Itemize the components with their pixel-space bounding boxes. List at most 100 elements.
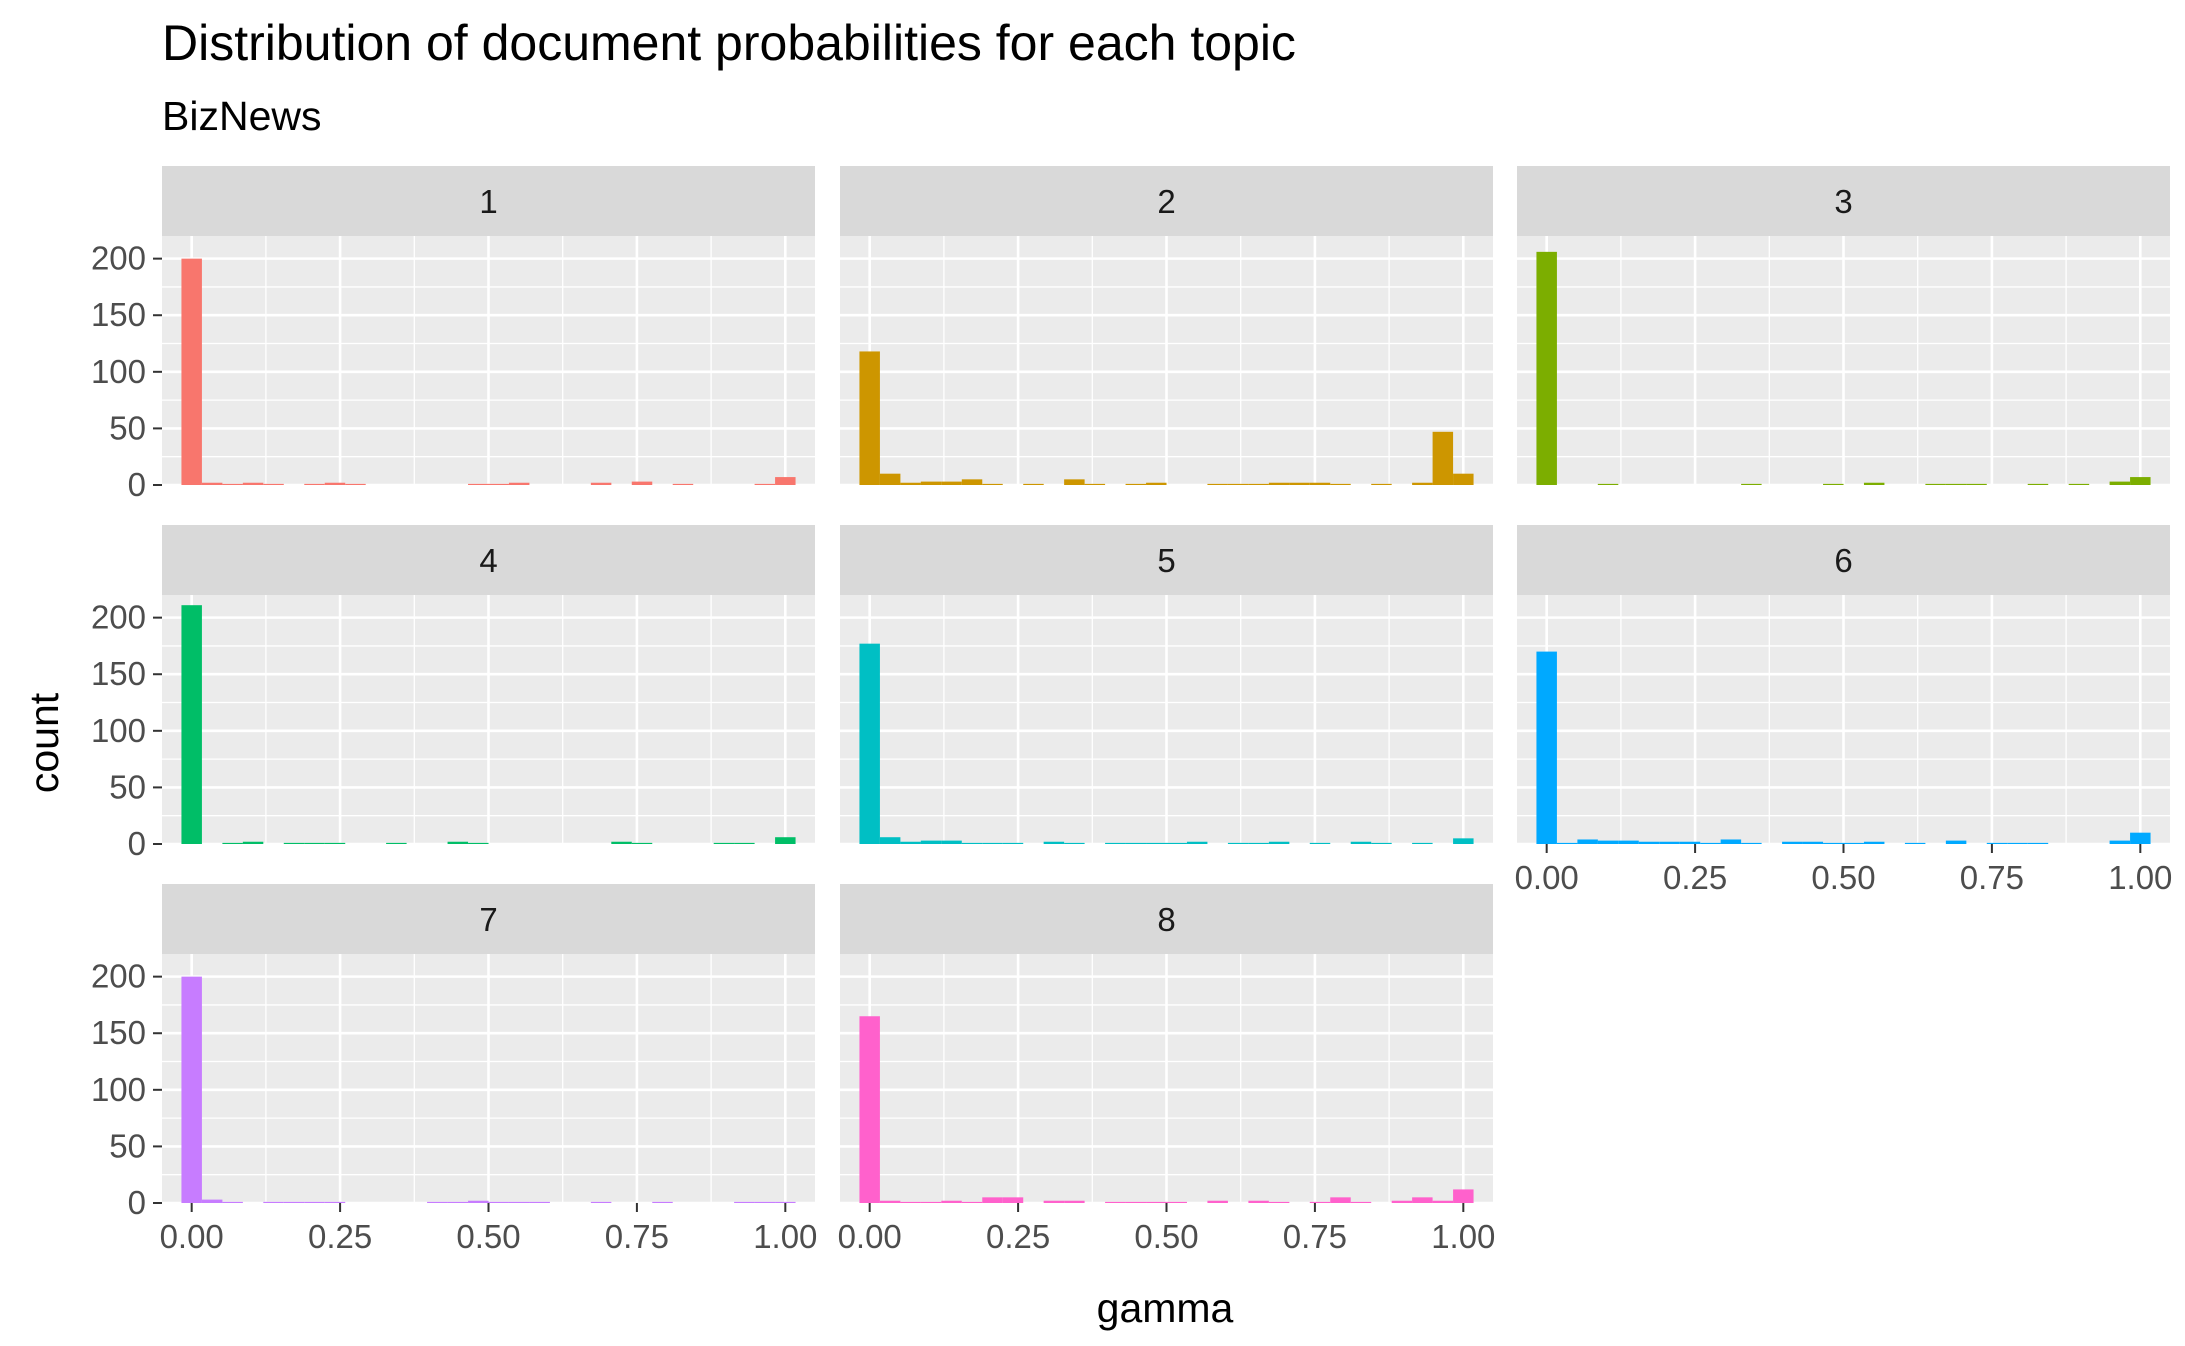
x-tick-label: 0.00 bbox=[1515, 859, 1579, 896]
histogram-bar bbox=[652, 1201, 673, 1203]
histogram-bar bbox=[2109, 840, 2131, 844]
histogram-bar bbox=[1002, 1197, 1024, 1203]
x-tick-label: 0.50 bbox=[1811, 859, 1875, 896]
chart-title: Distribution of document probabilities f… bbox=[162, 15, 1296, 71]
x-tick-label: 1.00 bbox=[2108, 859, 2172, 896]
histogram-bar bbox=[508, 482, 530, 485]
facet-strip-label: 8 bbox=[1157, 901, 1175, 938]
histogram-bar bbox=[1741, 483, 1762, 485]
histogram-bar bbox=[1289, 482, 1310, 485]
histogram-bar bbox=[713, 842, 735, 844]
histogram-bar bbox=[1412, 842, 1433, 844]
histogram-bar bbox=[1330, 1197, 1351, 1203]
histogram-bar bbox=[529, 1201, 550, 1203]
histogram-bar bbox=[508, 1201, 530, 1203]
histogram-bar bbox=[961, 479, 983, 485]
histogram-bar bbox=[1432, 431, 1454, 485]
histogram-bar bbox=[754, 1201, 776, 1203]
histogram-bar bbox=[859, 643, 880, 844]
histogram-bar bbox=[324, 842, 346, 844]
y-tick-label: 100 bbox=[91, 712, 146, 749]
histogram-bar bbox=[222, 842, 243, 844]
facet-strip-label: 7 bbox=[479, 901, 497, 938]
y-tick-label: 150 bbox=[91, 296, 146, 333]
histogram-bar bbox=[1064, 479, 1085, 485]
histogram-bar bbox=[1679, 841, 1701, 844]
histogram-bar bbox=[920, 840, 942, 844]
facet-strip bbox=[162, 166, 815, 236]
histogram-bar bbox=[1350, 841, 1372, 844]
histogram-bar bbox=[900, 1201, 921, 1203]
histogram-bar bbox=[304, 483, 325, 485]
histogram-bar bbox=[1863, 482, 1885, 485]
x-tick-label: 0.25 bbox=[1663, 859, 1727, 896]
y-tick-label: 0 bbox=[128, 825, 146, 862]
histogram-bar bbox=[304, 1201, 325, 1203]
histogram-bar bbox=[1802, 841, 1824, 844]
y-tick-label: 50 bbox=[109, 1127, 146, 1164]
histogram-bar bbox=[1904, 842, 1926, 844]
histogram-bar bbox=[283, 1201, 305, 1203]
histogram-bar bbox=[1391, 1200, 1413, 1203]
histogram-bar bbox=[1720, 839, 1742, 844]
histogram-bar bbox=[1659, 841, 1680, 844]
facet-strip bbox=[1517, 525, 2170, 595]
histogram-bar bbox=[1556, 842, 1578, 844]
facet-panel-4: 4 0 50 100 150 200 bbox=[91, 525, 815, 862]
histogram-bar bbox=[879, 837, 901, 844]
histogram-bar bbox=[1309, 1201, 1331, 1203]
histogram-bar bbox=[1125, 483, 1147, 485]
histogram-bar bbox=[920, 481, 942, 485]
y-tick-label: 200 bbox=[91, 958, 146, 995]
histogram-bar bbox=[468, 483, 489, 485]
y-tick-label: 150 bbox=[91, 1014, 146, 1051]
facet-strip-label: 4 bbox=[479, 542, 497, 579]
histogram-bar bbox=[1207, 1200, 1228, 1203]
histogram-bar bbox=[345, 483, 366, 485]
histogram-bar bbox=[1248, 842, 1269, 844]
x-tick-label: 0.50 bbox=[1134, 1218, 1198, 1255]
histogram-bar bbox=[1700, 842, 1721, 844]
histogram-bar bbox=[1309, 482, 1331, 485]
histogram-bar bbox=[1638, 841, 1660, 844]
histogram-bar bbox=[920, 1201, 942, 1203]
histogram-bar bbox=[941, 481, 962, 485]
histogram-bar bbox=[631, 842, 653, 844]
facet-panel-5: 5 bbox=[840, 525, 1493, 846]
histogram-bar bbox=[1166, 842, 1187, 844]
histogram-bar bbox=[961, 842, 983, 844]
histogram-bar bbox=[2068, 483, 2090, 485]
histogram-bar bbox=[1146, 482, 1167, 485]
histogram-bar bbox=[900, 841, 921, 844]
x-tick-label: 0.25 bbox=[986, 1218, 1050, 1255]
histogram-bar bbox=[324, 1201, 346, 1203]
histogram-bar bbox=[1105, 842, 1126, 844]
histogram-bar bbox=[1863, 841, 1885, 844]
facet-strip bbox=[162, 525, 815, 595]
histogram-bar bbox=[754, 483, 776, 485]
histogram-bar bbox=[468, 842, 489, 844]
histogram-bar bbox=[1371, 483, 1392, 485]
histogram-bar bbox=[1207, 483, 1228, 485]
histogram-bar bbox=[1268, 1201, 1290, 1203]
histogram-bar bbox=[941, 1200, 962, 1203]
histogram-bar bbox=[982, 1197, 1003, 1203]
histogram-bar bbox=[1350, 1201, 1372, 1203]
histogram-bar bbox=[1536, 251, 1557, 485]
histogram-bar bbox=[1925, 483, 1946, 485]
facet-strip-label: 5 bbox=[1157, 542, 1175, 579]
histogram-bar bbox=[1146, 842, 1167, 844]
y-tick-label: 0 bbox=[128, 1184, 146, 1221]
histogram-bar bbox=[1453, 838, 1474, 844]
histogram-bar bbox=[1023, 483, 1044, 485]
histogram-bar bbox=[1577, 839, 1598, 844]
histogram-bar bbox=[631, 481, 653, 485]
facet-strip-label: 2 bbox=[1157, 183, 1175, 220]
histogram-bar bbox=[1371, 842, 1392, 844]
facet-panel-6: 6 0.00 0.25 0.50 0.75 1.00 bbox=[1515, 525, 2172, 896]
y-tick-label: 50 bbox=[109, 409, 146, 446]
histogram-bar bbox=[447, 1201, 469, 1203]
facet-strip bbox=[840, 525, 1493, 595]
histogram-bar bbox=[1412, 482, 1433, 485]
histogram-bar bbox=[879, 1200, 901, 1203]
